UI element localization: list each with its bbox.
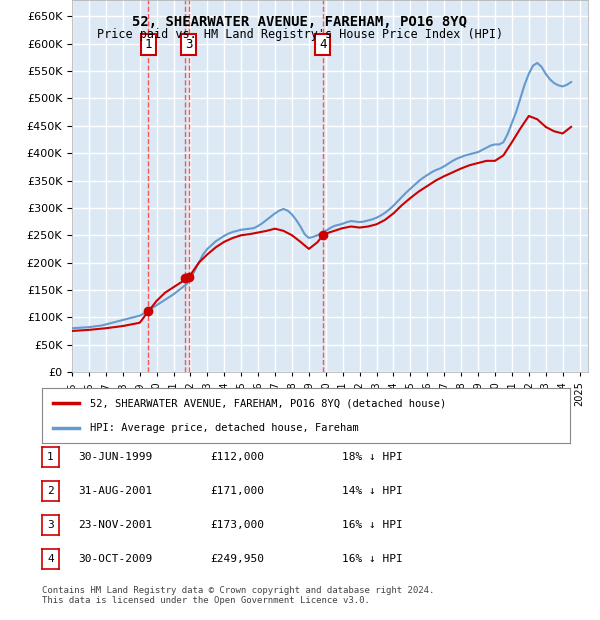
Text: 3: 3 <box>47 520 54 530</box>
Text: 16% ↓ HPI: 16% ↓ HPI <box>342 520 403 530</box>
Text: 52, SHEARWATER AVENUE, FAREHAM, PO16 8YQ: 52, SHEARWATER AVENUE, FAREHAM, PO16 8YQ <box>133 16 467 30</box>
Text: 16% ↓ HPI: 16% ↓ HPI <box>342 554 403 564</box>
Text: HPI: Average price, detached house, Fareham: HPI: Average price, detached house, Fare… <box>89 423 358 433</box>
Text: 2: 2 <box>47 486 54 496</box>
Text: 4: 4 <box>319 38 326 51</box>
Text: Price paid vs. HM Land Registry's House Price Index (HPI): Price paid vs. HM Land Registry's House … <box>97 28 503 41</box>
Text: 31-AUG-2001: 31-AUG-2001 <box>78 486 152 496</box>
Text: 4: 4 <box>47 554 54 564</box>
Text: 3: 3 <box>185 38 193 51</box>
Text: £171,000: £171,000 <box>210 486 264 496</box>
Text: £173,000: £173,000 <box>210 520 264 530</box>
Text: 1: 1 <box>47 452 54 462</box>
Text: 52, SHEARWATER AVENUE, FAREHAM, PO16 8YQ (detached house): 52, SHEARWATER AVENUE, FAREHAM, PO16 8YQ… <box>89 398 446 408</box>
Text: 18% ↓ HPI: 18% ↓ HPI <box>342 452 403 462</box>
Text: 30-JUN-1999: 30-JUN-1999 <box>78 452 152 462</box>
Text: 1: 1 <box>145 38 152 51</box>
Text: 23-NOV-2001: 23-NOV-2001 <box>78 520 152 530</box>
Text: £249,950: £249,950 <box>210 554 264 564</box>
Text: £112,000: £112,000 <box>210 452 264 462</box>
Text: 14% ↓ HPI: 14% ↓ HPI <box>342 486 403 496</box>
Text: Contains HM Land Registry data © Crown copyright and database right 2024.
This d: Contains HM Land Registry data © Crown c… <box>42 586 434 605</box>
Text: 30-OCT-2009: 30-OCT-2009 <box>78 554 152 564</box>
